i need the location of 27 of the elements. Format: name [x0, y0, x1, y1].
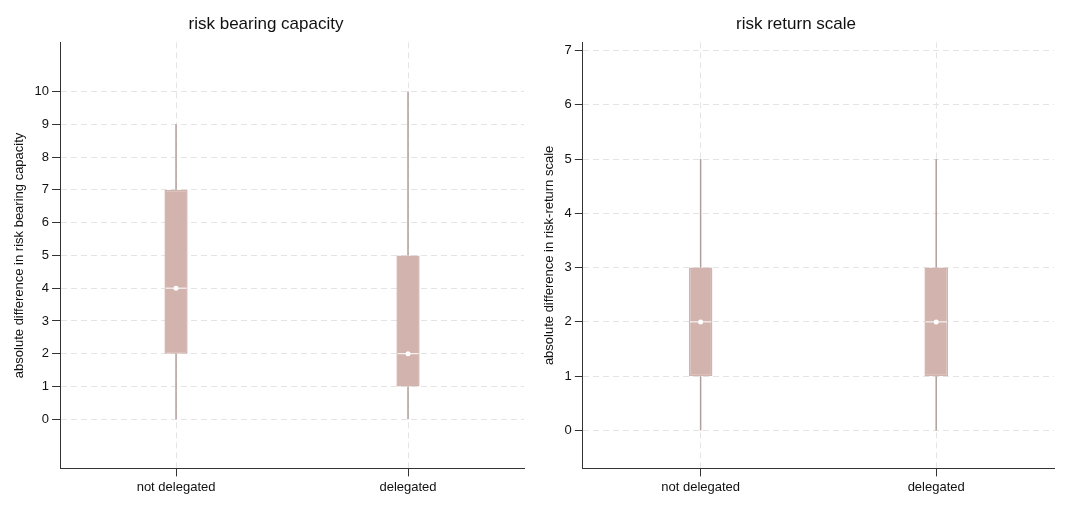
y-tick-label: 2: [41, 345, 50, 361]
x-tick-label: not delegated: [661, 478, 741, 494]
y-axis-title: absolute difference in risk bearing capacity: [11, 132, 27, 379]
y-tick-label: 3: [41, 312, 50, 328]
y-tick-label: 4: [41, 279, 50, 295]
x-tick-label: delegated: [907, 478, 965, 494]
y-tick-label: 7: [564, 42, 572, 58]
y-tick-label: 8: [41, 148, 50, 164]
x-tick-label: delegated: [379, 478, 437, 494]
y-tick-label: 6: [41, 214, 50, 230]
y-tick-label: 10: [34, 83, 50, 99]
y-axis-title: absolute difference in risk-return scale: [541, 145, 557, 366]
x-tick-label: not delegated: [136, 478, 216, 494]
y-tick-label: 7: [41, 181, 50, 197]
y-tick-label: 2: [564, 313, 572, 329]
y-tick-label: 5: [564, 150, 572, 166]
y-tick-label: 6: [564, 96, 572, 112]
chart-title: risk bearing capacity: [188, 13, 344, 33]
y-tick-label: 1: [564, 367, 572, 383]
chart-title: risk return scale: [736, 13, 856, 33]
y-tick-label: 1: [41, 378, 50, 394]
y-tick-label: 0: [41, 410, 50, 426]
y-tick-label: 5: [41, 246, 50, 262]
y-tick-label: 9: [41, 115, 50, 131]
y-tick-label: 3: [564, 259, 572, 275]
y-tick-label: 4: [564, 204, 572, 220]
y-tick-label: 0: [564, 421, 572, 437]
